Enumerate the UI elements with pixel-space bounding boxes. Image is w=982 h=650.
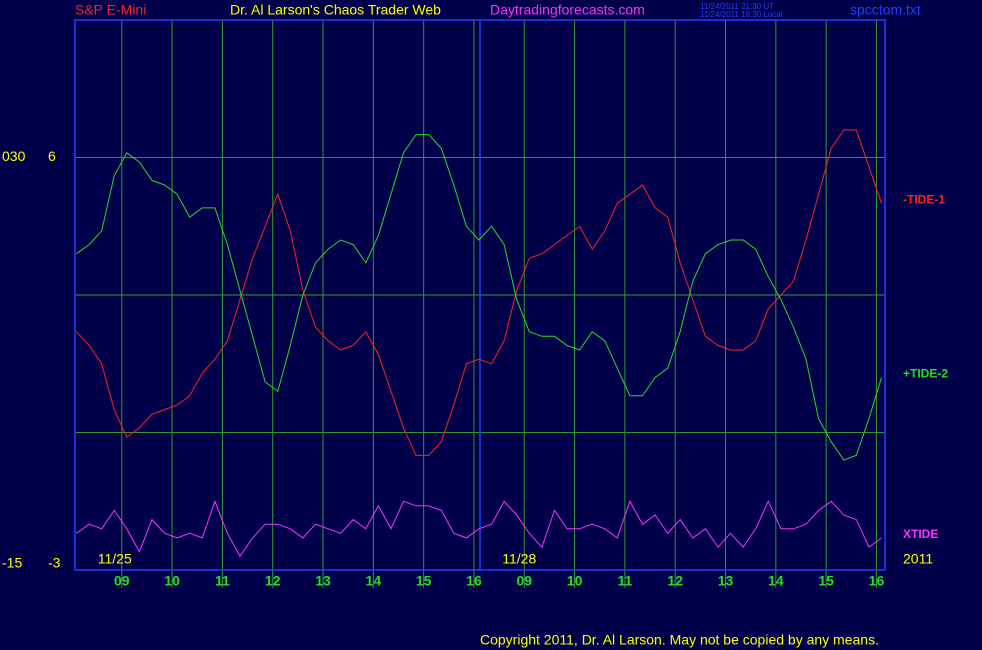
y2-tick-label: 030 (2, 148, 26, 164)
x-tick-label: 10 (567, 573, 583, 589)
series-label: -TIDE-1 (903, 193, 945, 207)
x-tick-label: 16 (466, 573, 482, 589)
date-label: 11/25 (98, 551, 132, 567)
x-tick-label: 13 (315, 573, 331, 589)
copyright: Copyright 2011, Dr. Al Larson. May not b… (480, 632, 879, 648)
series-line (76, 499, 882, 558)
year-label: 2011 (903, 551, 933, 567)
x-tick-label: 10 (164, 573, 180, 589)
plot-frame (74, 19, 886, 571)
x-tick-label: 11 (617, 573, 632, 589)
site: Daytradingforecasts.com (490, 2, 645, 18)
series-line (76, 134, 882, 461)
time-local: 11/24/2011 16:30 Local (700, 10, 783, 19)
y-tick-label: 6 (48, 148, 56, 164)
y2-tick-label: -15 (2, 555, 22, 571)
date-label: 11/28 (502, 551, 536, 567)
x-tick-label: 13 (718, 573, 734, 589)
x-tick-label: 11 (215, 573, 230, 589)
series-label: XTIDE (903, 527, 938, 541)
series-line (76, 129, 882, 456)
x-tick-label: 16 (869, 573, 885, 589)
x-tick-label: 15 (416, 573, 432, 589)
x-tick-label: 14 (366, 573, 382, 589)
x-tick-label: 09 (114, 573, 130, 589)
x-tick-label: 14 (768, 573, 784, 589)
series-label: +TIDE-2 (903, 367, 948, 381)
x-tick-label: 12 (667, 573, 683, 589)
title: Dr. Al Larson's Chaos Trader Web (230, 2, 441, 18)
instrument: S&P E-Mini (75, 2, 146, 18)
x-tick-label: 15 (818, 573, 834, 589)
y-tick-label: -3 (48, 555, 61, 571)
time-ut: 11/24/2011 21:30 UT (700, 2, 774, 11)
x-tick-label: 12 (265, 573, 281, 589)
x-tick-label: 09 (516, 573, 532, 589)
file-name: spcctom.txt (850, 2, 921, 18)
